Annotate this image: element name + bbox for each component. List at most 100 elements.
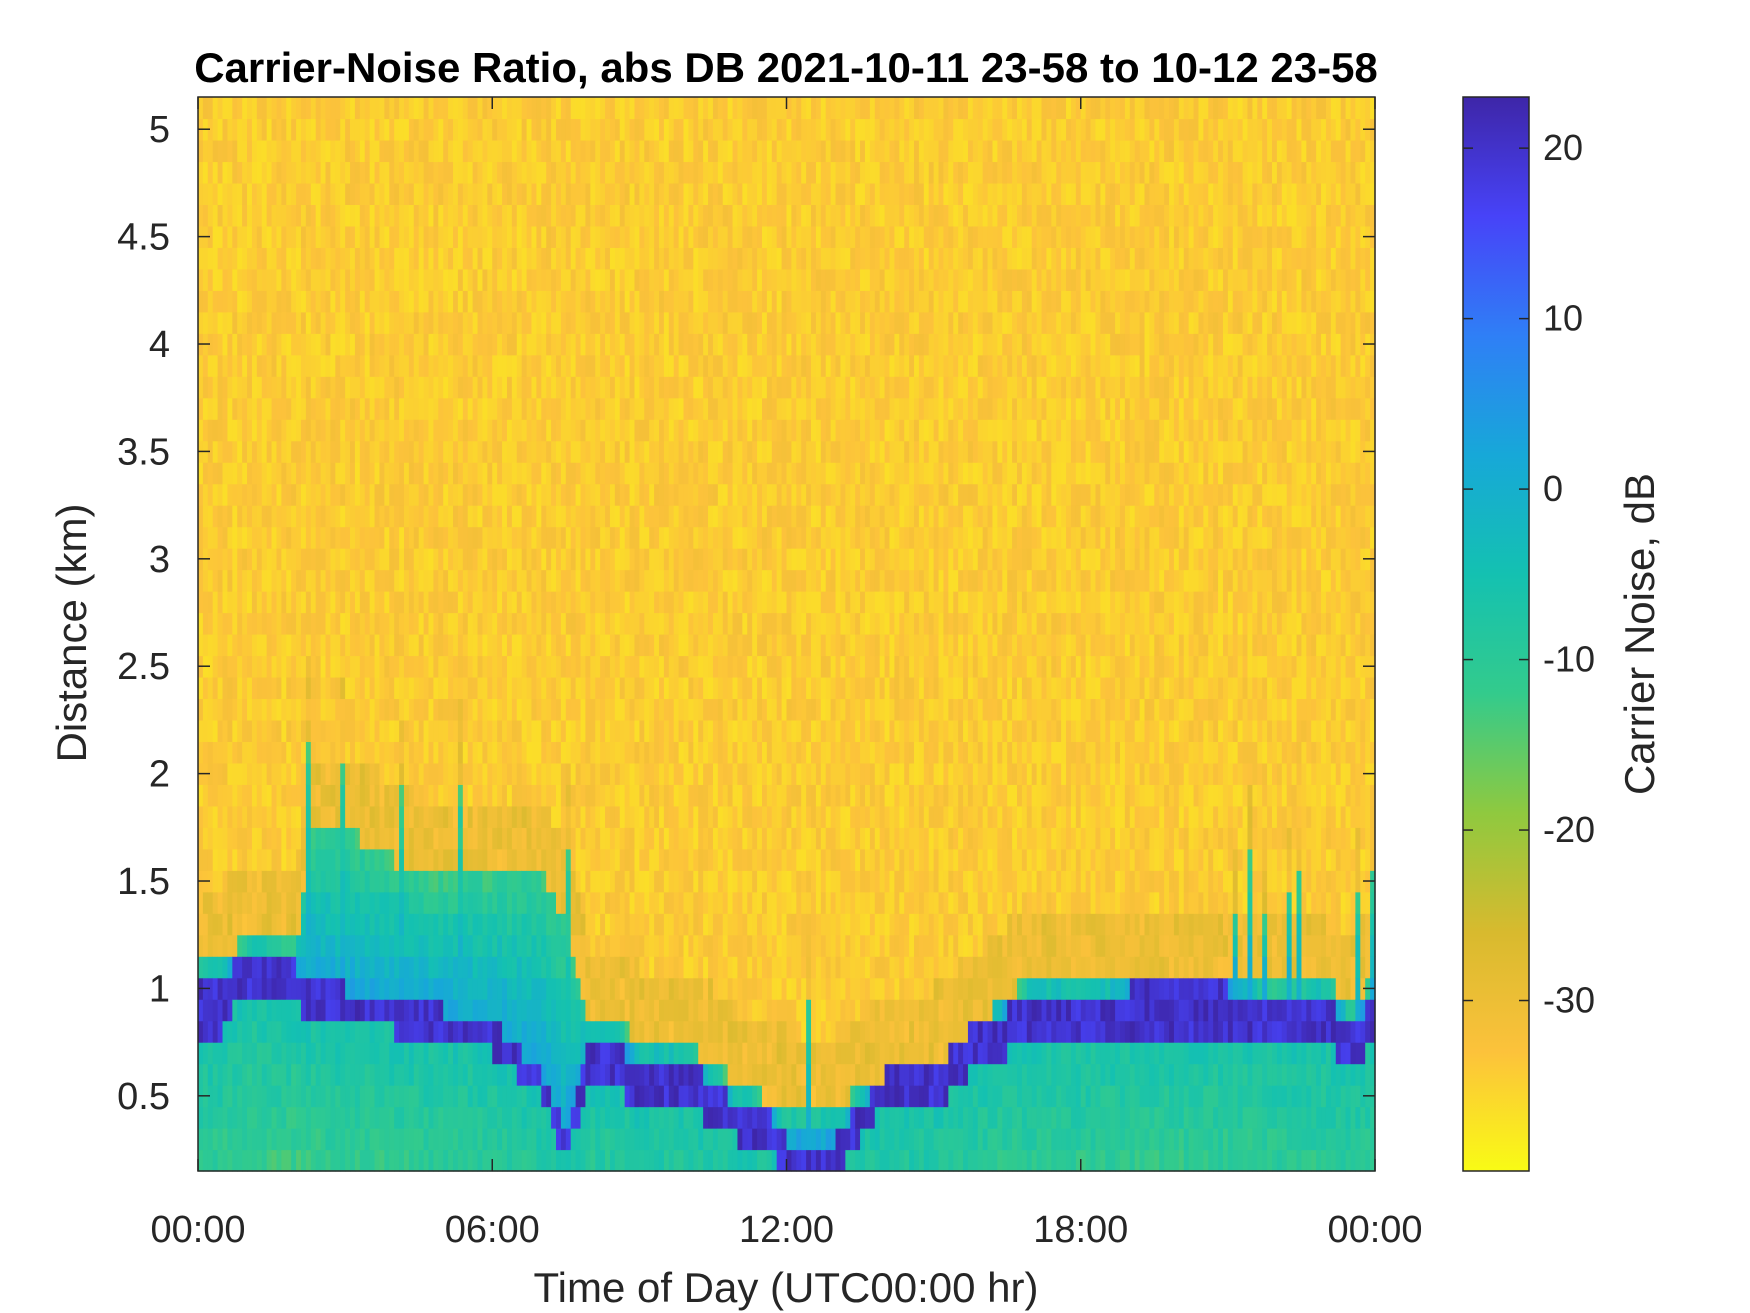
- heatmap-cell: [418, 569, 425, 592]
- heatmap-cell: [217, 805, 224, 828]
- heatmap-cell: [433, 870, 439, 893]
- heatmap-cell: [438, 462, 444, 485]
- heatmap-cell: [521, 204, 528, 227]
- heatmap-cell: [668, 956, 675, 979]
- heatmap-cell: [443, 1020, 449, 1043]
- heatmap-cell: [536, 848, 542, 871]
- heatmap-cell: [663, 805, 670, 828]
- heatmap-cell: [526, 419, 533, 442]
- heatmap-cell: [418, 376, 425, 399]
- heatmap-cell: [448, 719, 454, 742]
- heatmap-cell: [350, 569, 356, 592]
- heatmap-cell: [413, 698, 420, 721]
- heatmap-cell: [595, 354, 601, 377]
- heatmap-cell: [364, 182, 371, 205]
- heatmap-cell: [472, 719, 479, 742]
- heatmap-cell: [345, 440, 351, 463]
- heatmap-cell: [227, 612, 233, 635]
- heatmap-cell: [492, 784, 498, 807]
- heatmap-cell: [335, 741, 341, 764]
- heatmap-cell: [634, 999, 640, 1022]
- heatmap-cell: [678, 913, 685, 936]
- heatmap-cell: [374, 612, 381, 635]
- heatmap-cell: [384, 440, 390, 463]
- heatmap-cell: [654, 268, 660, 291]
- heatmap-cell: [560, 268, 567, 291]
- heatmap-cell: [300, 913, 307, 936]
- heatmap-cell: [619, 719, 626, 742]
- heatmap-cell: [433, 848, 439, 871]
- heatmap-cell: [624, 591, 631, 614]
- heatmap-cell: [369, 719, 376, 742]
- heatmap-cell: [453, 397, 459, 420]
- heatmap-cell: [198, 483, 204, 506]
- heatmap-cell: [536, 139, 542, 163]
- heatmap-cell: [590, 591, 596, 614]
- heatmap-cell: [556, 139, 562, 163]
- heatmap-cell: [521, 655, 528, 678]
- heatmap-cell: [300, 1106, 307, 1129]
- heatmap-cell: [286, 762, 292, 785]
- heatmap-cell: [453, 569, 459, 592]
- heatmap-cell: [369, 397, 376, 420]
- heatmap-cell: [413, 376, 420, 399]
- heatmap-cell: [614, 934, 621, 957]
- heatmap-cell: [511, 376, 518, 399]
- heatmap-cell: [634, 161, 640, 184]
- heatmap-cell: [575, 548, 582, 571]
- heatmap-cell: [325, 591, 332, 614]
- heatmap-cell: [428, 934, 434, 957]
- heatmap-cell: [364, 354, 371, 377]
- heatmap-cell: [271, 354, 278, 377]
- heatmap-cell: [251, 1020, 258, 1043]
- heatmap-cell: [374, 634, 381, 657]
- heatmap-cell: [345, 634, 351, 657]
- heatmap-cell: [570, 655, 577, 678]
- heatmap-cell: [639, 1042, 645, 1065]
- heatmap-cell: [202, 376, 209, 399]
- heatmap-cell: [374, 784, 381, 807]
- heatmap-cell: [276, 655, 282, 678]
- heatmap-cell: [242, 676, 248, 700]
- heatmap-cell: [609, 999, 616, 1022]
- heatmap-cell: [619, 1149, 626, 1172]
- heatmap-cell: [423, 634, 430, 657]
- heatmap-cell: [609, 913, 616, 936]
- heatmap-cell: [585, 376, 591, 399]
- heatmap-cell: [369, 483, 376, 506]
- heatmap-cell: [413, 397, 420, 420]
- heatmap-cell: [673, 182, 680, 205]
- heatmap-cell: [364, 548, 371, 571]
- heatmap-cell: [536, 1042, 542, 1065]
- heatmap-cell: [227, 655, 233, 678]
- heatmap-cell: [511, 483, 518, 506]
- heatmap-cell: [570, 268, 577, 291]
- heatmap-cell: [399, 741, 405, 764]
- heatmap-cell: [624, 354, 631, 377]
- heatmap-cell: [202, 676, 209, 700]
- heatmap-cell: [531, 397, 537, 420]
- heatmap-cell: [276, 161, 282, 184]
- heatmap-cell: [300, 376, 307, 399]
- heatmap-cell: [271, 956, 278, 979]
- heatmap-cell: [477, 483, 484, 506]
- heatmap-cell: [350, 999, 356, 1022]
- heatmap-cell: [320, 999, 327, 1022]
- heatmap-cell: [590, 311, 596, 334]
- heatmap-cell: [472, 118, 479, 141]
- heatmap-cell: [354, 397, 361, 420]
- heatmap-cell: [330, 1063, 336, 1086]
- heatmap-cell: [315, 139, 322, 163]
- heatmap-cell: [462, 612, 469, 635]
- heatmap-cell: [605, 762, 611, 785]
- heatmap-cell: [575, 505, 582, 528]
- heatmap-cell: [428, 139, 434, 163]
- heatmap-cell: [570, 569, 577, 592]
- heatmap-cell: [565, 376, 572, 399]
- heatmap-cell: [247, 376, 253, 399]
- heatmap-cell: [418, 97, 425, 120]
- heatmap-cell: [658, 1042, 665, 1065]
- heatmap-cell: [565, 569, 572, 592]
- heatmap-cell: [212, 182, 219, 205]
- heatmap-cell: [242, 719, 248, 742]
